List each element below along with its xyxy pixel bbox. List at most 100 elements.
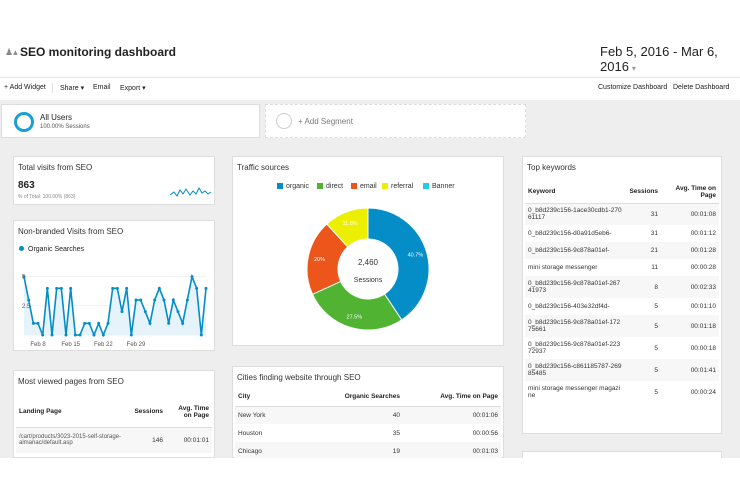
widget-title: Top keywords — [527, 163, 576, 172]
data-point[interactable] — [64, 333, 68, 337]
data-point[interactable] — [195, 286, 199, 290]
legend-label: Banner — [432, 183, 455, 190]
export-button[interactable]: Export ▾ — [120, 85, 146, 92]
table-row[interactable]: mini storage messenger 11 00:00:28 — [525, 259, 719, 276]
data-point[interactable] — [204, 286, 208, 290]
legend-item-organic[interactable]: organic — [277, 183, 309, 190]
legend-item-referral[interactable]: referral — [382, 183, 413, 190]
column-header[interactable]: Avg. Time on Page — [440, 393, 498, 401]
data-point[interactable] — [134, 298, 138, 302]
series-line — [23, 273, 207, 338]
column-header[interactable]: Sessions — [629, 188, 658, 196]
customize-dashboard-button[interactable]: Customize Dashboard — [598, 84, 668, 91]
share-button[interactable]: Share ▾ — [60, 85, 85, 92]
add-segment-ring-icon — [276, 113, 292, 129]
landing-page-link[interactable]: /cart/products/3023-2015-self-storage-al… — [19, 434, 122, 447]
time-cell: 00:01:08 — [690, 210, 716, 218]
data-point[interactable] — [185, 298, 189, 302]
data-point[interactable] — [92, 333, 96, 337]
data-point[interactable] — [83, 321, 87, 325]
table-row[interactable]: Houston 35 00:00:56 — [235, 424, 501, 442]
data-point[interactable] — [120, 310, 124, 314]
table-row[interactable]: 0_b8d239c156-9c878a01ef-22372937 5 00:00:1… — [525, 337, 719, 359]
pie-slice-organic[interactable] — [367, 207, 430, 321]
data-point[interactable] — [111, 286, 115, 290]
data-point[interactable] — [41, 333, 45, 337]
data-point[interactable] — [31, 321, 35, 325]
table-row[interactable]: 0_b8d239c156-d0a91d5eb6- 31 00:01:12 — [525, 225, 719, 242]
date-range-picker[interactable]: Feb 5, 2016 - Mar 6, 2016 ▾ — [600, 44, 740, 74]
data-point[interactable] — [176, 310, 180, 314]
data-point[interactable] — [73, 333, 77, 337]
column-header[interactable]: Landing Page — [19, 408, 62, 416]
data-point[interactable] — [55, 286, 59, 290]
legend-label: direct — [326, 183, 344, 190]
data-point[interactable] — [199, 333, 203, 337]
data-point[interactable] — [171, 298, 175, 302]
data-point[interactable] — [153, 298, 157, 302]
data-point[interactable] — [50, 333, 54, 337]
pie-slice-referral[interactable] — [326, 207, 369, 248]
data-point[interactable] — [59, 286, 63, 290]
legend-item-banner[interactable]: Banner — [423, 183, 455, 190]
x-tick-label: Feb 8 — [30, 342, 46, 348]
data-point[interactable] — [157, 286, 161, 290]
data-point[interactable] — [139, 298, 143, 302]
column-header[interactable]: Organic Searches — [344, 393, 400, 401]
column-header[interactable]: Avg. Time on Page — [675, 184, 716, 199]
table-row[interactable]: 0_b8d239c156-9c878a01ef-17275661 5 00:01:1… — [525, 315, 719, 337]
x-tick-label: Feb 29 — [127, 342, 146, 348]
add-widget-button[interactable]: + Add Widget — [4, 84, 46, 91]
table-row[interactable]: 0_b8d239c156-9c878a01ef- 21 00:01:28 — [525, 242, 719, 259]
add-segment-button[interactable]: + Add Segment — [265, 104, 526, 138]
data-point[interactable] — [36, 321, 40, 325]
table-row[interactable]: New York 40 00:01:06 — [235, 406, 501, 424]
data-point[interactable] — [181, 321, 185, 325]
delete-dashboard-button[interactable]: Delete Dashboard — [673, 84, 730, 91]
data-point[interactable] — [97, 321, 101, 325]
keyword-cell: 0_b8d239c156-9c878a01ef-26741973 — [528, 280, 621, 294]
data-point[interactable] — [27, 298, 31, 302]
time-cell: 00:00:18 — [690, 344, 716, 352]
email-button[interactable]: Email — [93, 84, 111, 91]
widget-most-viewed-pages: Most viewed pages from SEO Landing Page … — [13, 370, 215, 458]
widget-nonbranded-visits: Non-branded Visits from SEO Organic Sear… — [13, 220, 215, 351]
table-row[interactable]: 0_b8d239c156-1ace30cdb1-27061117 31 00:01:… — [525, 203, 719, 225]
data-point[interactable] — [143, 310, 147, 314]
table-row[interactable]: Chicago 19 00:01:03 — [235, 442, 501, 460]
legend-label: email — [360, 183, 377, 190]
sparkline — [170, 186, 212, 197]
data-point[interactable] — [129, 333, 133, 337]
data-point[interactable] — [115, 286, 119, 290]
data-point[interactable] — [69, 286, 73, 290]
table-row[interactable]: 0_b8d239c156-c861185787-26985485 5 00:01:4… — [525, 359, 719, 381]
data-point[interactable] — [190, 275, 194, 279]
sessions-cell: 11 — [651, 264, 658, 271]
x-tick-label: Feb 22 — [94, 342, 113, 348]
data-point[interactable] — [22, 275, 26, 279]
widget-title: Non-branded Visits from SEO — [18, 227, 124, 236]
table-row[interactable]: 0_b8d239c156-403e32df4d- 5 00:01:10 — [525, 298, 719, 315]
segment-all-users[interactable]: All Users 100.00% Sessions — [1, 104, 260, 138]
column-header[interactable]: Avg. Time on Page — [178, 404, 209, 419]
table-row[interactable]: mini storage messenger magazine 5 00:00:24 — [525, 381, 719, 403]
column-header[interactable]: City — [238, 393, 251, 401]
sessions-cell: 5 — [654, 322, 658, 330]
data-point[interactable] — [106, 321, 110, 325]
legend-item-email[interactable]: email — [351, 183, 377, 190]
legend-item-direct[interactable]: direct — [317, 183, 343, 190]
data-point[interactable] — [45, 286, 49, 290]
add-segment-label: + Add Segment — [298, 117, 353, 126]
column-header[interactable]: Keyword — [528, 188, 556, 196]
column-header[interactable]: Sessions — [134, 408, 163, 416]
pie-slice-direct[interactable] — [311, 280, 403, 331]
city-cell: Houston — [238, 429, 263, 437]
data-point[interactable] — [101, 333, 105, 337]
table-row[interactable]: 0_b8d239c156-9c878a01ef-26741973 8 00:02:3… — [525, 276, 719, 298]
data-point[interactable] — [87, 321, 91, 325]
data-point[interactable] — [148, 321, 152, 325]
data-point[interactable] — [78, 333, 82, 337]
data-point[interactable] — [125, 286, 129, 290]
data-point[interactable] — [167, 321, 171, 325]
data-point[interactable] — [162, 298, 166, 302]
